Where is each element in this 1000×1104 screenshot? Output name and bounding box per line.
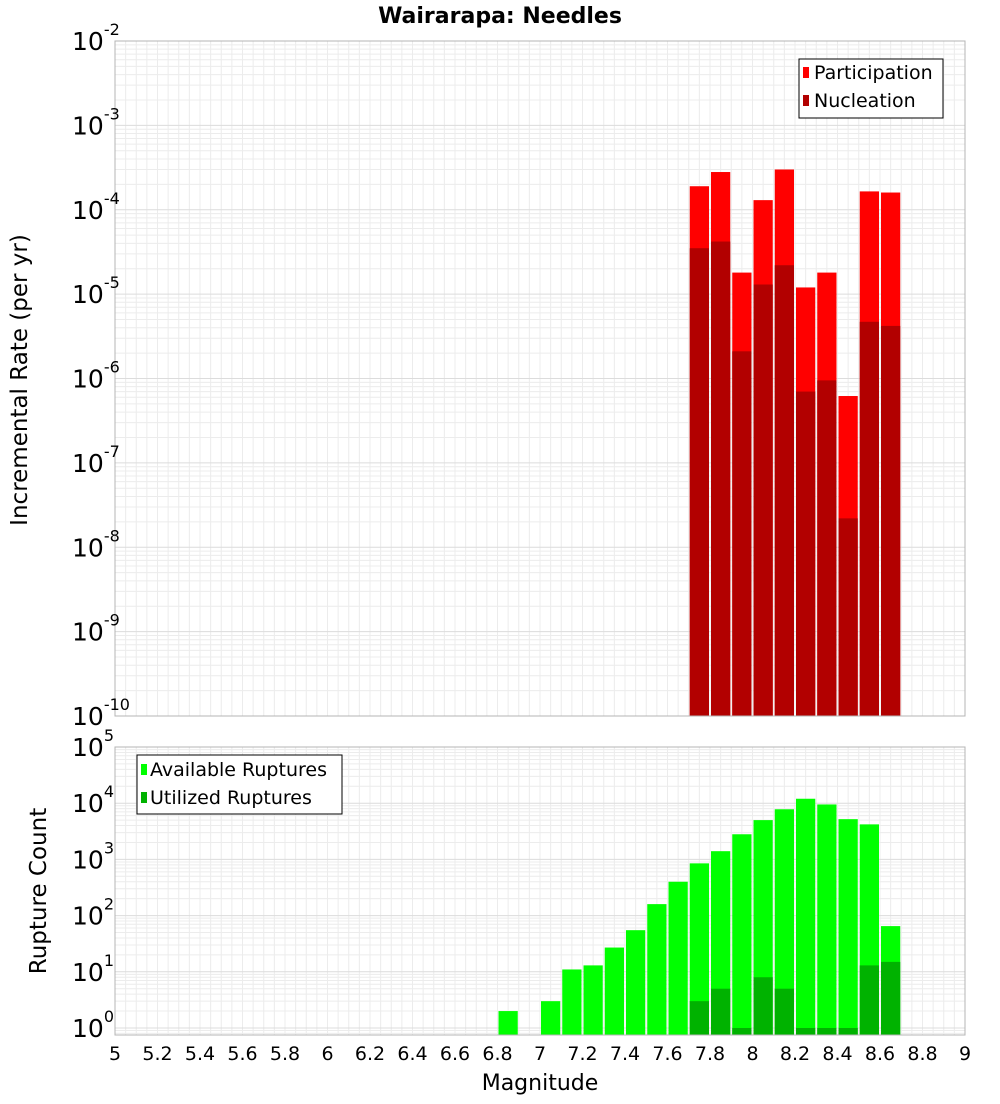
rate-y-axis-label: Incremental Rate (per yr) (7, 234, 33, 526)
rate-y-tick-label: 10-3 (72, 104, 120, 140)
x-tick-label: 6 (321, 1043, 333, 1065)
x-tick-label: 7 (534, 1043, 546, 1065)
x-tick-label: 5.6 (227, 1043, 257, 1065)
count-y-tick-label: 105 (72, 726, 114, 762)
count-y-tick-label: 101 (72, 951, 114, 987)
rate-bar-secondary (796, 391, 816, 716)
count-bar-primary (498, 1011, 518, 1035)
rate-bar-secondary (711, 241, 731, 717)
rate-y-tick-label: 10-6 (72, 358, 120, 394)
rate-bar-secondary (732, 351, 752, 716)
rate-legend-box (798, 58, 944, 119)
count-bar-primary (583, 965, 603, 1035)
count-bar-secondary (796, 1027, 816, 1035)
x-axis-label: Magnitude (482, 1071, 599, 1096)
rate-bar-secondary (881, 325, 901, 716)
count-bar-primary (796, 798, 816, 1035)
x-tick-label: 9 (959, 1043, 971, 1065)
rate-y-tick-label: 10-4 (72, 189, 120, 225)
count-bar-primary (626, 930, 646, 1035)
count-bar-secondary (753, 977, 773, 1035)
x-tick-label: 8.4 (822, 1043, 852, 1065)
legend-label-utilized: Utilized Ruptures (150, 787, 312, 809)
rate-bar-secondary (859, 321, 879, 716)
count-bar-primary (604, 947, 624, 1035)
rate-plot-border (114, 40, 966, 717)
rate-y-tick-label: 10-9 (72, 611, 120, 647)
legend-swatch-nucleation (803, 95, 809, 106)
count-plot-border (114, 746, 966, 1036)
rate-panel: 10-10 10-9 10-8 10-7 10-6 10-5 10-4 10-3 10-2 Wa… (7, 4, 966, 731)
count-bar-primary (838, 819, 858, 1035)
x-tick-label: 5.8 (270, 1043, 300, 1065)
x-tick-label: 6.2 (355, 1043, 385, 1065)
rate-grid (114, 40, 966, 717)
count-legend: Available Ruptures Utilized Ruptures (136, 754, 343, 815)
x-tick-label: 5 (109, 1043, 121, 1065)
count-bar-primary (668, 881, 688, 1035)
rate-y-tick-label: 10-5 (72, 273, 120, 309)
rate-bar-secondary (689, 248, 709, 717)
legend-swatch-available (141, 764, 147, 775)
count-bar-primary (732, 834, 752, 1035)
count-y-tick-label: 104 (72, 782, 114, 818)
count-bar-secondary (838, 1027, 858, 1035)
legend-swatch-utilized (141, 792, 147, 803)
x-tick-labels: 5 5.2 5.4 5.6 5.8 6 6.2 6.4 6.6 6.8 7 7.2 7.4 7.6 7.8 8… (109, 1043, 971, 1065)
x-tick-label: 8.2 (780, 1043, 810, 1065)
count-bar-secondary (817, 1027, 837, 1035)
count-bar-primary (541, 1001, 561, 1035)
chart-title: Wairarapa: Needles (378, 4, 622, 29)
x-tick-label: 7.4 (610, 1043, 640, 1065)
x-tick-label: 5.4 (185, 1043, 215, 1065)
count-y-tick-label: 102 (72, 895, 114, 931)
count-panel: 100 101 102 103 104 105 5 5.2 5.4 5.6 5.8 6 6.2 6.4 6… (26, 726, 971, 1096)
rate-bar-secondary (753, 284, 773, 716)
rate-y-tick-label: 10-10 (72, 695, 130, 731)
count-legend-box (136, 754, 343, 815)
rate-bar-secondary (838, 518, 858, 716)
count-bar-primary (689, 863, 709, 1035)
x-tick-label: 8 (746, 1043, 758, 1065)
count-bar-primary (774, 809, 794, 1035)
x-tick-label: 8.8 (907, 1043, 937, 1065)
rate-y-tick-label: 10-2 (72, 20, 120, 56)
x-tick-label: 6.4 (397, 1043, 427, 1065)
count-y-tick-labels: 100 101 102 103 104 105 (72, 726, 114, 1043)
x-tick-label: 8.6 (865, 1043, 895, 1065)
legend-swatch-participation (803, 67, 809, 78)
x-tick-label: 7.8 (695, 1043, 725, 1065)
rate-legend: Participation Nucleation (798, 58, 944, 119)
legend-label-nucleation: Nucleation (814, 90, 916, 112)
x-tick-label: 6.6 (440, 1043, 470, 1065)
count-y-axis-label: Rupture Count (26, 808, 52, 974)
count-bar-secondary (881, 961, 901, 1035)
x-tick-label: 6.8 (482, 1043, 512, 1065)
x-tick-label: 5.2 (142, 1043, 172, 1065)
x-tick-label: 7.2 (567, 1043, 597, 1065)
rate-bars (689, 169, 901, 717)
count-y-tick-label: 103 (72, 838, 114, 874)
rate-y-tick-label: 10-8 (72, 526, 120, 562)
count-bars (498, 798, 901, 1035)
rate-y-tick-label: 10-7 (72, 442, 120, 478)
rate-bar-secondary (774, 265, 794, 716)
count-bar-secondary (859, 965, 879, 1035)
count-bar-secondary (774, 988, 794, 1035)
count-bar-secondary (689, 1001, 709, 1035)
x-tick-label: 7.6 (652, 1043, 682, 1065)
legend-label-participation: Participation (814, 62, 933, 84)
count-bar-primary (562, 969, 582, 1035)
legend-label-available: Available Ruptures (150, 759, 327, 781)
rate-bar-secondary (817, 380, 837, 716)
count-bar-secondary (732, 1027, 752, 1035)
count-bar-secondary (711, 988, 731, 1035)
count-bar-primary (647, 904, 667, 1035)
count-bar-primary (817, 804, 837, 1035)
count-y-tick-label: 100 (72, 1007, 114, 1043)
